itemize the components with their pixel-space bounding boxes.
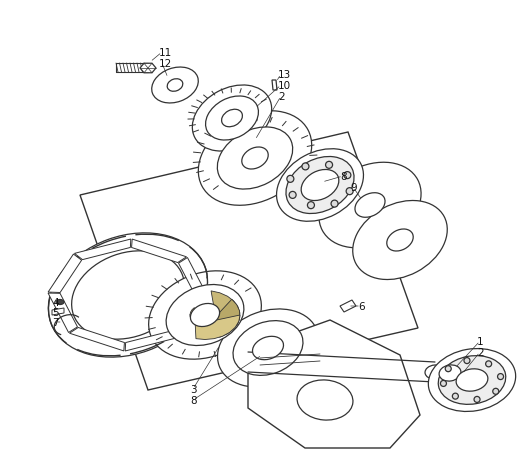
Polygon shape xyxy=(80,132,418,390)
Text: 10: 10 xyxy=(278,81,291,91)
Polygon shape xyxy=(75,239,131,260)
Text: 4: 4 xyxy=(52,298,59,308)
Polygon shape xyxy=(132,239,187,263)
Circle shape xyxy=(289,191,296,199)
Ellipse shape xyxy=(428,349,516,411)
Circle shape xyxy=(474,397,480,402)
Ellipse shape xyxy=(297,380,353,420)
Text: 7: 7 xyxy=(52,318,59,328)
Ellipse shape xyxy=(286,156,354,213)
Ellipse shape xyxy=(192,85,271,151)
Ellipse shape xyxy=(167,79,183,91)
Ellipse shape xyxy=(353,200,447,279)
Circle shape xyxy=(498,373,504,380)
Ellipse shape xyxy=(439,365,461,381)
Ellipse shape xyxy=(71,251,184,339)
Polygon shape xyxy=(190,299,240,337)
Text: 8: 8 xyxy=(340,172,346,182)
Text: 2: 2 xyxy=(477,348,483,358)
Text: 12: 12 xyxy=(159,59,172,69)
Ellipse shape xyxy=(148,271,262,359)
Text: 5: 5 xyxy=(52,308,59,318)
Text: 6: 6 xyxy=(358,302,365,312)
Ellipse shape xyxy=(56,300,64,304)
Ellipse shape xyxy=(438,356,506,404)
Ellipse shape xyxy=(253,336,283,360)
Ellipse shape xyxy=(233,321,303,375)
Text: 13: 13 xyxy=(278,70,291,80)
Polygon shape xyxy=(48,293,78,332)
Polygon shape xyxy=(248,320,420,448)
Ellipse shape xyxy=(152,67,199,103)
Ellipse shape xyxy=(166,285,244,345)
Polygon shape xyxy=(193,291,240,325)
Ellipse shape xyxy=(277,149,364,221)
Ellipse shape xyxy=(301,170,339,200)
Ellipse shape xyxy=(221,109,242,127)
Polygon shape xyxy=(175,297,208,336)
Ellipse shape xyxy=(242,147,268,169)
Polygon shape xyxy=(69,327,125,351)
Ellipse shape xyxy=(190,304,219,326)
Ellipse shape xyxy=(319,162,421,248)
Circle shape xyxy=(326,162,332,168)
Text: 11: 11 xyxy=(159,48,172,58)
Circle shape xyxy=(464,358,470,363)
Circle shape xyxy=(346,188,353,195)
Circle shape xyxy=(331,200,338,207)
Circle shape xyxy=(287,175,294,182)
Ellipse shape xyxy=(48,233,208,357)
Ellipse shape xyxy=(218,309,318,387)
Circle shape xyxy=(486,361,492,367)
Circle shape xyxy=(445,366,451,372)
Ellipse shape xyxy=(217,127,293,189)
Text: 3: 3 xyxy=(190,385,196,395)
Circle shape xyxy=(307,202,315,209)
Polygon shape xyxy=(125,331,181,351)
Ellipse shape xyxy=(199,111,312,205)
Text: 1: 1 xyxy=(477,337,483,347)
Text: 9: 9 xyxy=(350,183,357,193)
Circle shape xyxy=(440,380,446,387)
Text: 2: 2 xyxy=(278,92,284,102)
Text: 8: 8 xyxy=(190,396,196,406)
Circle shape xyxy=(493,388,499,394)
Ellipse shape xyxy=(425,365,445,379)
Polygon shape xyxy=(340,300,356,312)
Circle shape xyxy=(344,171,351,179)
Polygon shape xyxy=(190,308,240,340)
Circle shape xyxy=(452,393,458,399)
Ellipse shape xyxy=(456,369,488,391)
Ellipse shape xyxy=(355,193,385,217)
Polygon shape xyxy=(272,80,277,90)
Circle shape xyxy=(302,163,309,170)
Ellipse shape xyxy=(206,96,258,140)
Polygon shape xyxy=(52,308,64,315)
Polygon shape xyxy=(140,63,156,73)
Ellipse shape xyxy=(387,229,413,251)
Polygon shape xyxy=(179,257,208,297)
Polygon shape xyxy=(48,254,82,293)
